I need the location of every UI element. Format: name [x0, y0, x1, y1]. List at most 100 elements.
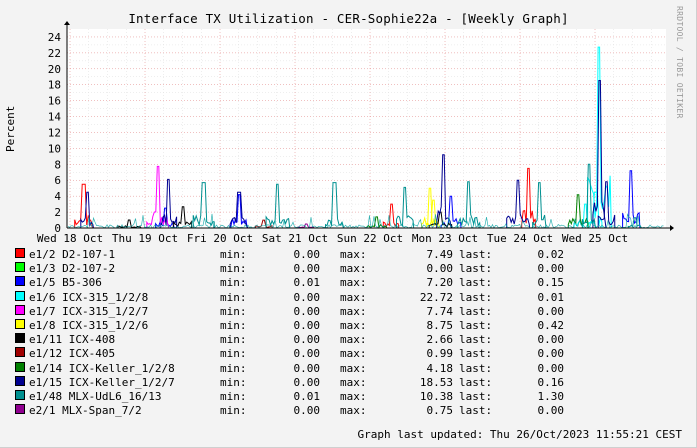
legend-last-label: last:: [459, 304, 493, 318]
legend-last-label: last:: [459, 318, 493, 332]
legend-max-value: 22.72: [419, 290, 453, 304]
x-axis-arrow: [670, 225, 674, 231]
legend-row: e1/2 D2-107-1 min: 0.00 max: 7.49 last: 0.02: [15, 248, 615, 262]
legend-min-value: 0.01: [293, 276, 321, 290]
legend-series-name: e1/7 ICX-315_1/2/7: [29, 304, 149, 318]
legend-series-name: e1/6 ICX-315_1/2/8: [29, 290, 149, 304]
legend-row: e1/12 ICX-405 min: 0.00 max: 0.99 last: 0.00: [15, 347, 615, 361]
legend-swatch: [15, 304, 25, 315]
legend-max-label: max:: [340, 389, 367, 403]
last-updated-footer: Graph last updated: Thu 26/Oct/2023 11:5…: [357, 428, 682, 441]
legend-min-label: min:: [220, 361, 247, 375]
legend-swatch: [15, 262, 25, 273]
y-tick-label: 4: [54, 190, 61, 203]
legend-min-value: 0.00: [293, 304, 321, 318]
series-line: [581, 163, 596, 229]
legend-swatch: [15, 389, 25, 400]
legend-last-value: 0.00: [537, 262, 565, 276]
legend-row: e1/11 ICX-408 min: 0.00 max: 2.66 last: 0.00: [15, 333, 615, 347]
legend-swatch: [15, 404, 25, 415]
legend-last-label: last:: [459, 389, 493, 403]
legend-max-value: 2.66: [426, 333, 454, 347]
x-tick-label: Wed 25 Oct: [562, 232, 628, 245]
legend-max-value: 7.20: [426, 276, 454, 290]
legend-swatch: [15, 248, 25, 258]
legend-swatch: [15, 347, 25, 358]
legend-last-value: 0.00: [537, 361, 565, 375]
legend-max-value: 7.74: [426, 304, 454, 318]
legend-last-value: 0.00: [537, 333, 565, 347]
legend-max-label: max:: [340, 404, 367, 418]
legend-max-label: max:: [340, 361, 367, 375]
y-tick-label: 0: [54, 222, 61, 235]
series-line: [366, 216, 388, 229]
legend-last-label: last:: [459, 262, 493, 276]
series-line: [229, 191, 249, 229]
legend-min-label: min:: [220, 290, 247, 304]
series-line: [521, 167, 537, 229]
legend-min-value: 0.01: [293, 389, 321, 403]
legend-max-value: 0.75: [426, 404, 454, 418]
legend-last-value: 0.01: [537, 290, 565, 304]
series-line: [325, 182, 344, 229]
legend-max-label: max:: [340, 276, 367, 290]
legend-swatch: [15, 361, 25, 372]
legend-max-value: 10.38: [419, 389, 453, 403]
legend-last-value: 0.15: [537, 276, 565, 290]
legend-min-value: 0.00: [293, 347, 321, 361]
y-tick-label: 18: [48, 79, 61, 92]
legend-series-name: e1/11 ICX-408: [29, 333, 116, 347]
legend-swatch: [15, 333, 25, 344]
legend-row: e1/6 ICX-315_1/2/8 min: 0.00 max: 22.72 last:…: [15, 290, 615, 305]
x-tick-label: Sun 22 Oct: [337, 232, 403, 245]
legend-max-label: max:: [340, 347, 367, 361]
graph-title: Interface TX Utilization - CER-Sophie22a…: [128, 11, 569, 26]
legend-last-label: last:: [459, 333, 493, 347]
legend-last-label: last:: [459, 248, 493, 261]
legend-last-value: 1.30: [537, 389, 565, 403]
series-line: [456, 181, 481, 229]
series-line: [172, 206, 193, 229]
legend-last-label: last:: [459, 290, 493, 304]
legend-max-value: 4.18: [426, 361, 454, 375]
x-tick-label: Wed 18 Oct: [37, 232, 103, 245]
legend-last-label: last:: [459, 347, 493, 361]
y-tick-label: 6: [54, 174, 61, 187]
series-line: [192, 182, 215, 229]
y-tick-label: 20: [48, 63, 61, 76]
legend-last-value: 0.42: [537, 318, 565, 332]
series-e2-1-mlx-span-7-2: [297, 223, 315, 229]
legend-min-value: 0.00: [293, 318, 321, 332]
x-tick-label: Fri 20 Oct: [187, 232, 253, 245]
legend-swatch: [15, 290, 25, 301]
legend-series-name: e1/15 ICX-Keller_1/2/7: [29, 375, 175, 389]
legend-min-label: min:: [220, 404, 247, 418]
legend-row: e2/1 MLX-Span_7/2 min: 0.00 max: 0.75 last: 0.…: [15, 404, 615, 418]
series-e1-15-icx-keller-1-2-7: [80, 80, 616, 229]
legend-max-label: max:: [340, 375, 367, 389]
legend-last-label: last:: [459, 375, 493, 389]
legend-min-label: min:: [220, 375, 247, 389]
legend-last-label: last:: [459, 404, 493, 418]
legend-min-value: 0.00: [293, 404, 321, 418]
series-e1-8-icx-315-1-2-6: [421, 187, 441, 229]
legend-min-label: min:: [220, 333, 247, 347]
legend-max-label: max:: [340, 262, 367, 276]
legend-series-name: e2/1 MLX-Span_7/2: [29, 404, 142, 418]
series-line: [396, 186, 415, 229]
y-tick-label: 22: [48, 47, 61, 60]
legend-row: e1/5 B5-306 min: 0.01 max: 7.20 last: 0.15: [15, 276, 615, 290]
legend-max-value: 8.75: [426, 318, 454, 332]
series-line: [80, 191, 94, 229]
legend-max-value: 18.53: [419, 375, 453, 389]
x-tick-label: Mon 23 Oct: [412, 232, 478, 245]
legend-series-name: e1/5 B5-306: [29, 276, 102, 290]
legend-series-name: e1/48 MLX-UdL6_16/13: [29, 389, 162, 403]
legend-max-label: max:: [340, 318, 367, 332]
legend-min-value: 0.00: [293, 290, 321, 304]
y-tick-label: 24: [48, 31, 62, 44]
legend-last-value: 0.02: [537, 248, 565, 261]
x-tick-label: Thu 19 Oct: [112, 232, 178, 245]
